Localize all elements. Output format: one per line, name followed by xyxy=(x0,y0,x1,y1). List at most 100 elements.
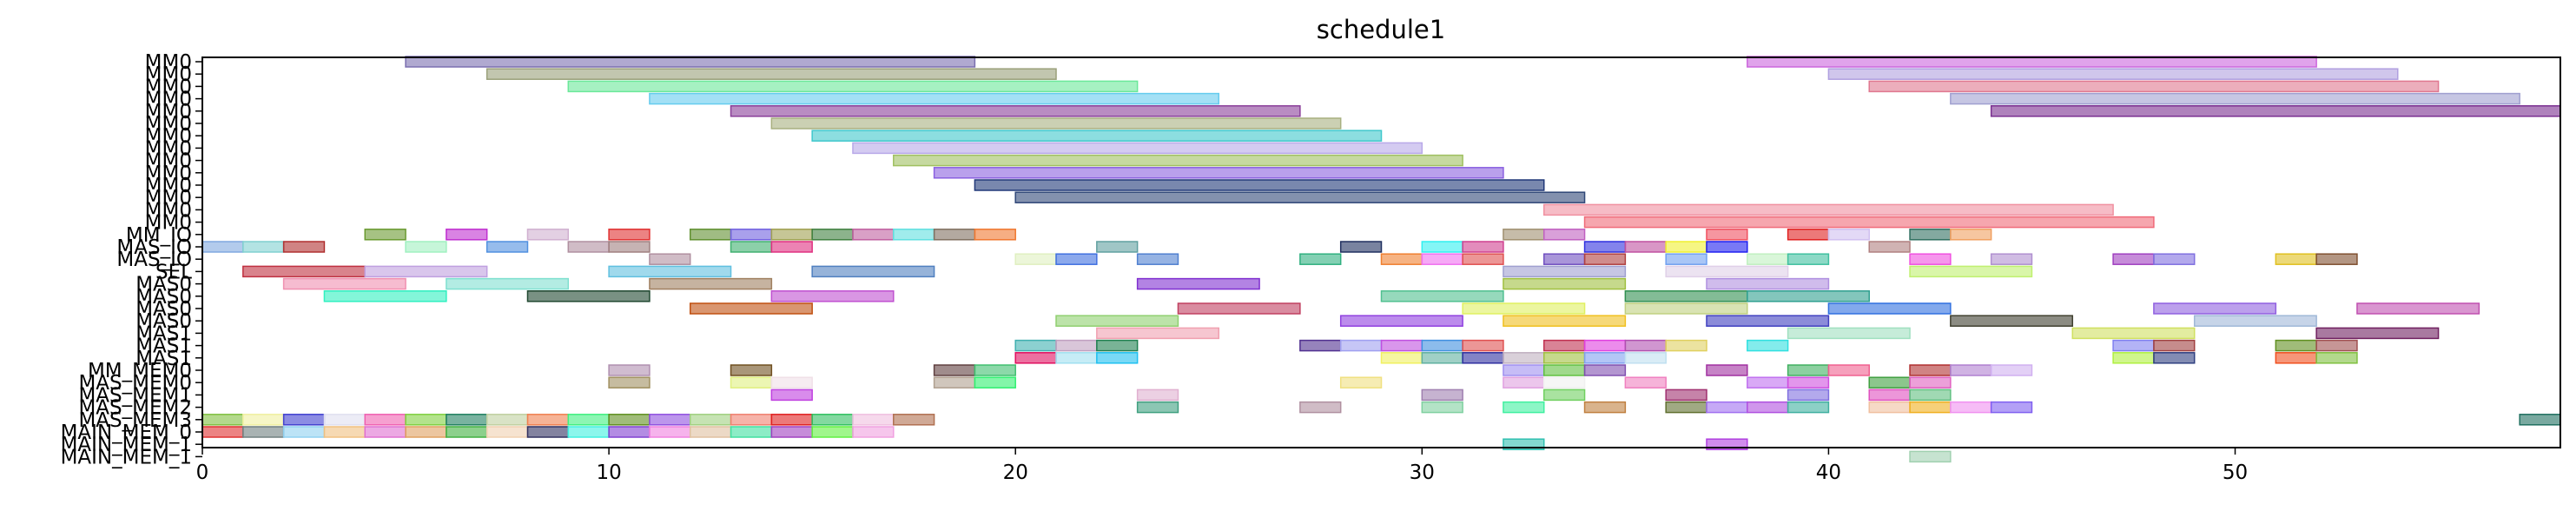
schedule-bar xyxy=(770,388,813,402)
schedule-bar xyxy=(811,265,935,278)
schedule-bar xyxy=(1909,364,1952,376)
schedule-bar xyxy=(1542,339,1586,352)
schedule-bar xyxy=(446,414,488,426)
y-tick-label: MAS_IO xyxy=(116,236,192,259)
schedule-bar xyxy=(730,376,773,388)
schedule-bar xyxy=(1624,302,1748,315)
schedule-bar xyxy=(526,290,651,302)
x-tick-label: 0 xyxy=(196,462,209,484)
schedule-bar xyxy=(730,241,773,253)
schedule-bar xyxy=(526,414,570,426)
schedule-bar xyxy=(1747,401,1789,414)
schedule-bar xyxy=(1624,339,1667,352)
schedule-bar xyxy=(1583,216,2155,229)
y-tick-label: MM0 xyxy=(145,51,192,74)
schedule-bar xyxy=(1421,388,1463,402)
schedule-bar xyxy=(567,241,610,253)
schedule-bar xyxy=(608,376,651,388)
schedule-bar xyxy=(242,414,285,426)
schedule-bar xyxy=(242,241,285,253)
schedule-bar xyxy=(1665,253,1707,265)
schedule-bar xyxy=(1909,265,2033,278)
y-tick-label: MM0 xyxy=(145,113,192,136)
schedule-bar xyxy=(2153,339,2196,352)
schedule-bar xyxy=(1868,241,1911,253)
schedule-bar xyxy=(1583,253,1627,265)
y-tick-label: MM0 xyxy=(145,63,192,86)
schedule-bar xyxy=(364,229,406,241)
y-tick-label: MAS_IO xyxy=(116,249,192,271)
schedule-bar xyxy=(1787,388,1830,402)
schedule-bar xyxy=(1503,364,1545,376)
schedule-bar xyxy=(323,290,447,302)
schedule-bar xyxy=(649,414,691,426)
y-tick-label: MM0 xyxy=(145,163,192,185)
schedule-bar xyxy=(730,105,1301,117)
schedule-bar xyxy=(608,426,651,438)
schedule-bar xyxy=(1583,364,1627,376)
schedule-bar xyxy=(1787,401,1830,414)
schedule-bar xyxy=(608,364,651,376)
y-tick-label: MAS0 xyxy=(135,298,192,321)
schedule-bar xyxy=(852,414,895,426)
schedule-bar xyxy=(526,229,570,241)
schedule-bar xyxy=(485,241,529,253)
schedule-bar xyxy=(2275,352,2317,364)
schedule-bar xyxy=(974,376,1016,388)
schedule-bar xyxy=(811,130,1383,142)
schedule-bar xyxy=(1542,203,2114,216)
schedule-bar xyxy=(730,229,773,241)
schedule-bar xyxy=(1624,290,1748,302)
y-tick-label: MAS_MEM1 xyxy=(78,384,192,407)
schedule-bar xyxy=(1096,339,1139,352)
schedule-bar xyxy=(730,364,773,376)
schedule-bar xyxy=(2112,352,2155,364)
schedule-bar xyxy=(282,277,406,290)
schedule-bar xyxy=(1299,253,1342,265)
schedule-bar xyxy=(323,426,366,438)
schedule-bar xyxy=(1950,401,1992,414)
y-axis: MM0MM0MM0MM0MM0MM0MM0MM0MM0MM0MM0MM0MM0M… xyxy=(61,51,202,468)
schedule-bar xyxy=(405,241,447,253)
schedule-bar xyxy=(1339,339,1383,352)
schedule-bar xyxy=(1868,376,1911,388)
schedule-bar xyxy=(1868,388,1911,402)
schedule-bar xyxy=(1624,352,1667,364)
schedule-bar xyxy=(974,229,1016,241)
schedule-bar xyxy=(282,426,326,438)
y-tick-label: MM_IO xyxy=(126,224,192,247)
schedule-bar xyxy=(933,167,1504,179)
schedule-bar xyxy=(1624,241,1667,253)
schedule-bar xyxy=(811,414,854,426)
schedule-bar xyxy=(1909,376,1952,388)
schedule-bar xyxy=(1827,302,1952,315)
schedule-bar xyxy=(1462,241,1504,253)
schedule-bar xyxy=(1990,364,2033,376)
schedule-bar xyxy=(2112,339,2155,352)
schedule-bar xyxy=(1299,401,1342,414)
schedule-bar xyxy=(1055,352,1098,364)
schedule-bar xyxy=(1665,265,1789,278)
schedule-bar xyxy=(1421,253,1463,265)
schedule-bar xyxy=(1055,253,1098,265)
schedule-bar xyxy=(201,426,244,438)
schedule-bar xyxy=(1950,92,2520,105)
schedule-bar xyxy=(1503,265,1627,278)
schedule-bar xyxy=(242,265,366,278)
schedule-bar xyxy=(1665,388,1707,402)
y-tick-label: MM0 xyxy=(145,76,192,98)
schedule-bar xyxy=(1990,105,2561,117)
schedule-bar xyxy=(608,414,651,426)
schedule-bar xyxy=(282,241,326,253)
x-tick-label: 30 xyxy=(1410,462,1435,484)
schedule-bar xyxy=(1299,339,1342,352)
schedule-bar xyxy=(1462,302,1586,315)
schedule-bar xyxy=(1909,450,1952,463)
schedule-bar xyxy=(2315,253,2358,265)
schedule-bar xyxy=(1950,315,2074,327)
schedule-bar xyxy=(1827,364,1870,376)
schedule-bar xyxy=(446,277,570,290)
schedule-bar xyxy=(770,241,813,253)
schedule-bar xyxy=(2193,315,2317,327)
schedule-bar xyxy=(1421,352,1463,364)
